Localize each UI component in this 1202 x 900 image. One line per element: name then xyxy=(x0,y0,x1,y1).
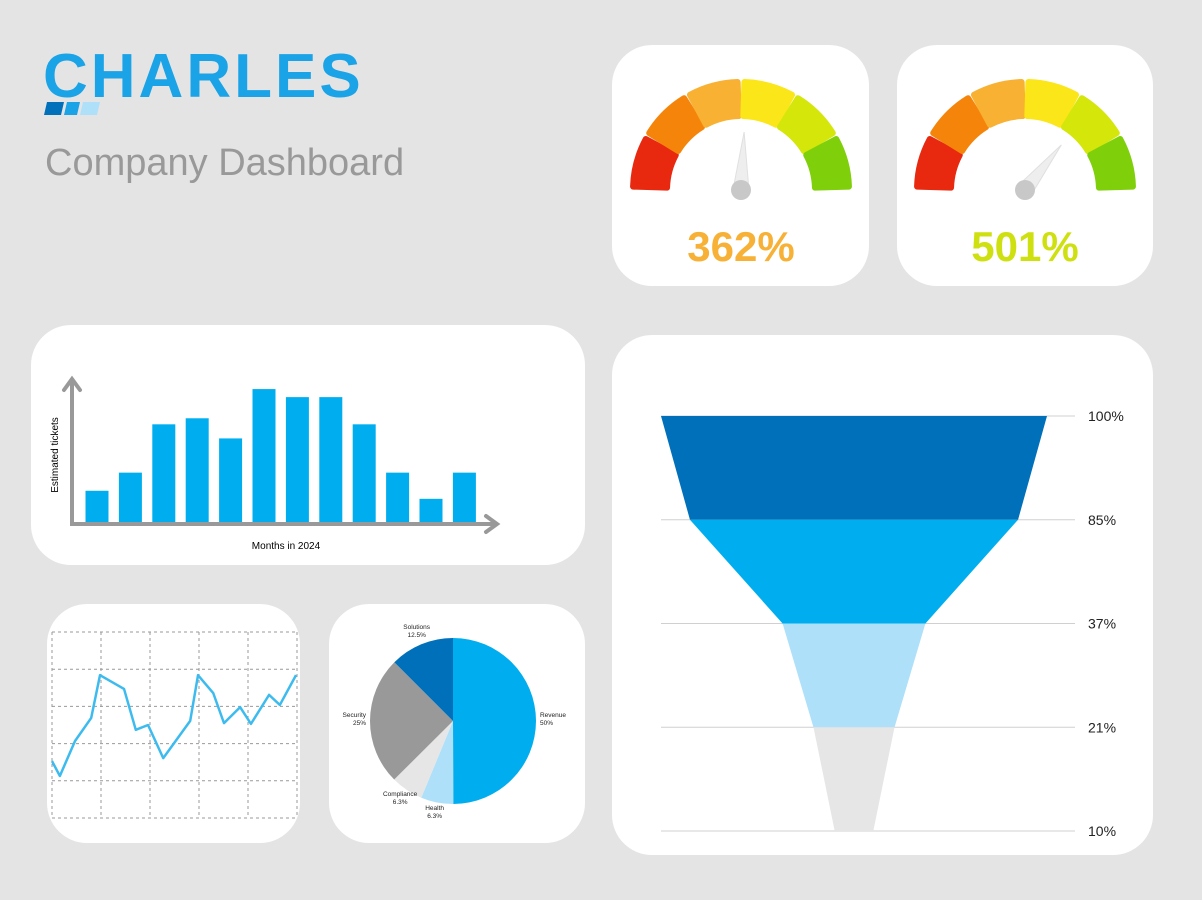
pie-slice xyxy=(394,638,453,721)
page-title: Company Dashboard xyxy=(45,142,404,184)
logo-block xyxy=(80,102,100,115)
gauge-hub xyxy=(1015,180,1035,200)
gauge-segment xyxy=(646,95,706,155)
card xyxy=(47,604,300,843)
funnel-label: 100% xyxy=(1088,408,1124,424)
bar xyxy=(386,472,410,522)
bar xyxy=(252,389,276,522)
bar xyxy=(185,418,209,522)
funnel-segment xyxy=(782,623,926,728)
gauge-value: 362% xyxy=(687,223,794,270)
pie-slice xyxy=(421,721,454,804)
pie-label: Health xyxy=(425,805,444,812)
funnel-label: 21% xyxy=(1088,719,1116,735)
bar xyxy=(85,490,109,522)
bar xyxy=(452,472,476,522)
funnel-label: 85% xyxy=(1088,512,1116,528)
gauge-segment xyxy=(740,79,796,128)
axis-arrow xyxy=(62,375,82,392)
gauge-segment xyxy=(970,79,1026,128)
logo: CHARLES xyxy=(43,42,364,111)
gauge-segment xyxy=(776,95,836,155)
gauge-segment xyxy=(686,79,742,128)
pie-label: Solutions xyxy=(403,624,430,631)
gauge-segment xyxy=(930,95,990,155)
pie-value-label: 25% xyxy=(353,720,366,727)
pie-label: Revenue xyxy=(540,712,566,719)
axis-arrow xyxy=(484,514,501,534)
logo-block xyxy=(44,102,64,115)
line xyxy=(50,673,298,778)
bar xyxy=(352,424,376,522)
pie-value-label: 6.3% xyxy=(427,813,442,820)
pie-value-label: 6.3% xyxy=(393,799,408,806)
pie-label: Compliance xyxy=(383,791,418,798)
funnel-segment xyxy=(661,416,1047,520)
y-axis-label: Estimated tickets xyxy=(50,417,61,493)
funnel-segment xyxy=(689,519,1019,624)
bar xyxy=(152,424,176,522)
logo-block xyxy=(64,102,80,115)
pie-label: Security xyxy=(343,712,367,719)
x-axis-label: Months in 2024 xyxy=(252,541,321,552)
pie-slice xyxy=(370,662,453,780)
gauge-value: 501% xyxy=(971,223,1078,270)
pie-value-label: 50% xyxy=(540,720,553,727)
gauge-segment xyxy=(803,135,852,191)
funnel-segment xyxy=(813,727,895,831)
gauge-segment xyxy=(914,135,963,191)
gauge-segment xyxy=(1087,135,1136,191)
pie-slice xyxy=(394,721,453,798)
funnel-label: 10% xyxy=(1088,823,1116,839)
bar xyxy=(319,397,343,522)
bar xyxy=(285,397,309,522)
gauge-segment xyxy=(630,135,679,191)
pie-value-label: 12.5% xyxy=(407,632,426,639)
bar xyxy=(118,472,142,522)
bar xyxy=(419,498,443,522)
gauge-segment xyxy=(1060,95,1120,155)
gauge-hub xyxy=(731,180,751,200)
bar xyxy=(219,438,243,522)
gauge-segment xyxy=(1024,79,1080,128)
pie-slice xyxy=(453,638,537,804)
funnel-label: 37% xyxy=(1088,616,1116,632)
